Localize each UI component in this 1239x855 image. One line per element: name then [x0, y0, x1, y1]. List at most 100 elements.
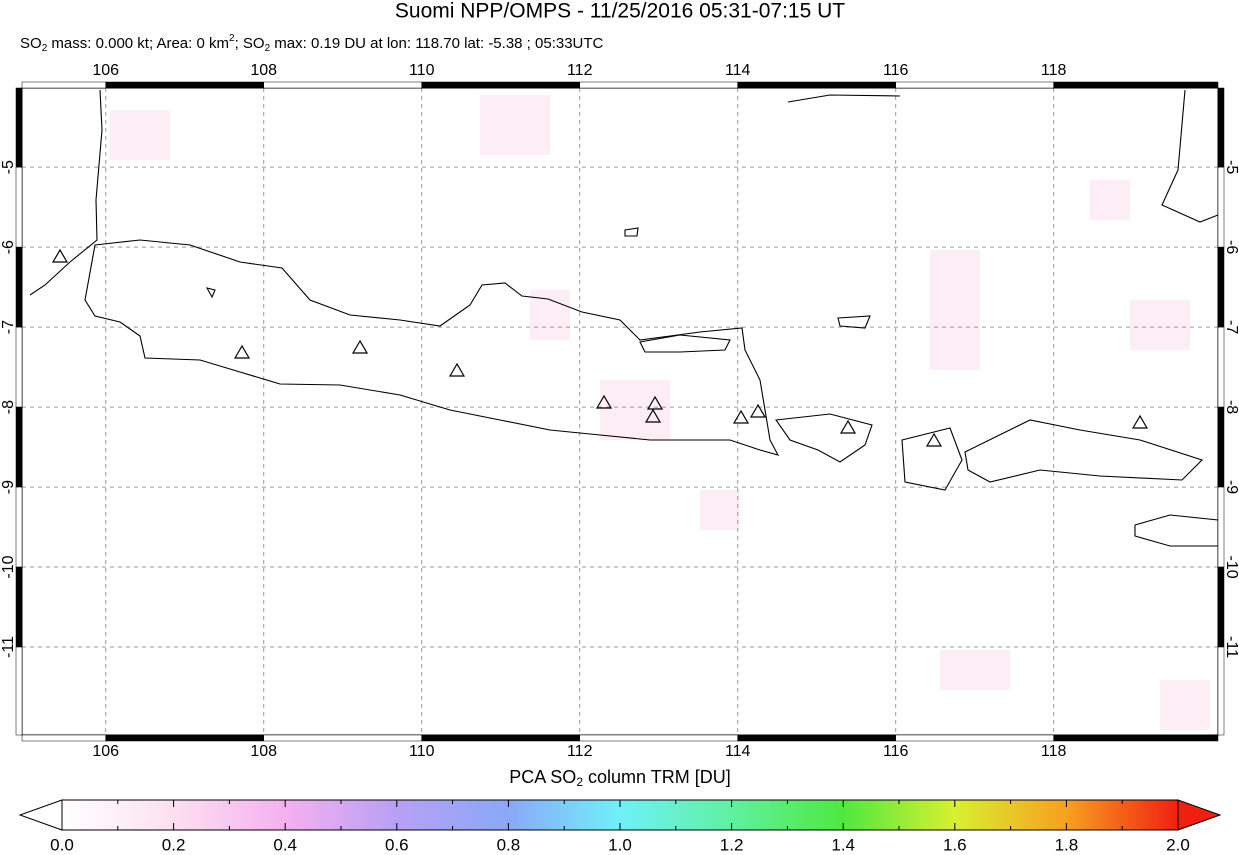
colorbar-title-part: 2: [576, 775, 583, 789]
frame-bar: [21, 734, 106, 742]
background-noise: [110, 95, 1210, 730]
subtitle: SO2 mass: 0.000 kt; Area: 0 km2; SO2 max…: [20, 33, 604, 54]
lon-tick-label: 118: [1041, 62, 1067, 79]
lon-tick-label: 106: [92, 743, 119, 760]
lat-tick-label: -5: [0, 160, 17, 174]
colorbar-tick-label: 1.8: [1055, 835, 1079, 854]
colorbar-tick-label: 1.0: [608, 835, 632, 854]
lon-tick-label: 118: [1041, 743, 1067, 760]
frame-bar: [1217, 246, 1225, 328]
frame-bar: [1053, 734, 1219, 742]
coastline: [901, 427, 963, 491]
frame-bar: [421, 81, 580, 89]
coastline: [964, 419, 1204, 483]
colorbar-tick-label: 0.0: [50, 835, 74, 854]
frame-bar: [737, 81, 896, 89]
lon-tick-label: 108: [250, 62, 277, 79]
colorbar-tick-label: 1.4: [831, 835, 855, 854]
lat-tick-label: -11: [0, 636, 17, 658]
lat-tick-label: -6: [0, 240, 17, 254]
frame-bar: [263, 81, 422, 89]
frame-bar: [421, 734, 580, 742]
frame-bar: [105, 734, 264, 742]
lon-tick-label: 110: [409, 743, 435, 760]
subtitle-part: ; SO: [235, 35, 265, 52]
subtitle-part: max: 0.19 DU at lon: 118.70 lat: -5.38 ;…: [270, 35, 603, 52]
frame-bar: [1217, 406, 1225, 488]
colorbar: [18, 799, 1222, 831]
colorbar-tick-label: 1.6: [943, 835, 967, 854]
coastline: [84, 239, 780, 456]
volcano: [51, 248, 1149, 447]
colorbar-title-part: column TRM [DU]: [583, 767, 731, 787]
frame-bar: [263, 734, 422, 742]
lat-tick-label: -10: [1223, 555, 1239, 578]
lon-tick-label: 106: [92, 62, 119, 79]
subtitle-part: 2: [229, 33, 235, 44]
lat-tick-label: -10: [0, 555, 17, 578]
lat-tick-label: -6: [1223, 240, 1239, 254]
frame-bar: [579, 734, 738, 742]
subtitle-part: 2: [42, 43, 48, 54]
lat-tick-label: -7: [0, 320, 17, 334]
frame-bar: [579, 81, 738, 89]
frame-bar: [737, 734, 896, 742]
colorbar-tick-label: 0.6: [385, 835, 409, 854]
subtitle-part: mass: 0.000 kt; Area: 0 km: [47, 35, 229, 52]
frame-bar: [15, 406, 23, 488]
lon-tick-label: 108: [250, 743, 277, 760]
coastline: [1161, 89, 1219, 223]
frame-bar: [1217, 326, 1225, 408]
subtitle-part: 2: [265, 43, 271, 54]
colorbar-over: [1177, 799, 1222, 831]
lon-tick-label: 116: [883, 62, 909, 79]
frame-bar: [15, 646, 23, 736]
colorbar-tick-label: 0.8: [497, 835, 521, 854]
title: Suomi NPP/OMPS - 11/25/2016 05:31-07:15 …: [395, 0, 845, 23]
graticule: [22, 88, 1218, 735]
frame-bar: [1053, 81, 1219, 89]
frame-bar: [895, 81, 1054, 89]
lat-tick-label: -7: [1223, 320, 1239, 334]
colorbar-title: PCA SO2 column TRM [DU]: [509, 767, 730, 789]
colorbar-tick-label: 2.0: [1166, 835, 1190, 854]
coastline: [787, 94, 901, 103]
coastline: [29, 89, 103, 296]
coastline: [639, 334, 731, 353]
lat-tick-label: -8: [0, 400, 17, 414]
frame-bar: [105, 81, 264, 89]
lon-tick-label: 112: [567, 743, 593, 760]
frame-bar: [15, 166, 23, 248]
colorbar-under: [18, 799, 63, 831]
coastline: [1134, 514, 1219, 547]
frame-bar: [1217, 566, 1225, 648]
lon-tick-label: 110: [409, 62, 435, 79]
coastlines: [29, 89, 1219, 547]
lon-tick-label: 114: [725, 62, 751, 79]
frame-bar: [1217, 646, 1225, 736]
colorbar-tick-label: 0.4: [273, 835, 297, 854]
frame-bar: [15, 246, 23, 328]
frame-bars: [15, 81, 1225, 742]
lon-tick-label: 116: [883, 743, 909, 760]
colorbar-tick-label: 1.2: [720, 835, 744, 854]
lat-tick-label: -8: [1223, 400, 1239, 414]
lat-tick-label: -9: [1223, 480, 1239, 494]
lon-tick-label: 112: [567, 62, 593, 79]
lon-tick-label: 114: [725, 743, 751, 760]
volcanoes: [51, 248, 1149, 447]
frame-bar: [15, 486, 23, 568]
colorbar-title-part: PCA SO: [509, 767, 576, 787]
lat-tick-label: -11: [1223, 636, 1239, 658]
frame-bar: [895, 734, 1054, 742]
coastline: [205, 227, 871, 329]
frame-bar: [1217, 87, 1225, 168]
frame-bar: [1217, 166, 1225, 248]
frame-bar: [15, 87, 23, 168]
lat-tick-label: -5: [1223, 160, 1239, 174]
frame-bar: [21, 81, 106, 89]
lat-tick-label: -9: [0, 480, 17, 494]
colorbar-tick-label: 0.2: [162, 835, 186, 854]
subtitle-part: SO: [20, 35, 42, 52]
